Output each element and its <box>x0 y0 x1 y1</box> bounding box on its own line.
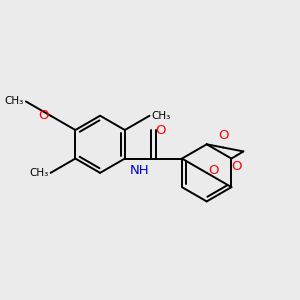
Text: O: O <box>208 164 219 177</box>
Text: O: O <box>156 124 166 136</box>
Text: O: O <box>232 160 242 173</box>
Text: CH₃: CH₃ <box>4 96 24 106</box>
Text: CH₃: CH₃ <box>29 168 48 178</box>
Text: CH₃: CH₃ <box>151 111 170 121</box>
Text: O: O <box>38 109 48 122</box>
Text: O: O <box>218 129 229 142</box>
Text: NH: NH <box>129 164 149 177</box>
